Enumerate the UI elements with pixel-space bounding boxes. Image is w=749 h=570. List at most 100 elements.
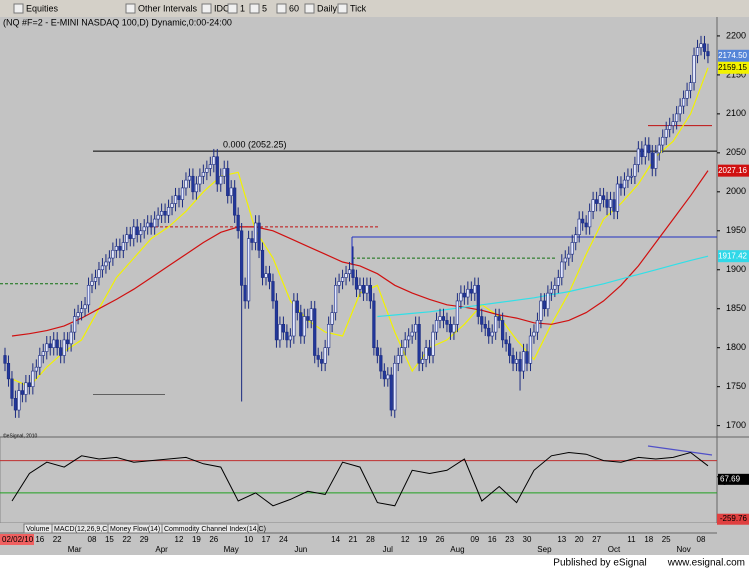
toolbar-icon[interactable] (125, 3, 136, 14)
candle-body (407, 335, 411, 341)
candle-body (657, 144, 661, 154)
candle-body (480, 316, 484, 325)
x-tick-label: 28 (366, 535, 375, 544)
candle-body (76, 312, 80, 317)
candle-body (441, 316, 446, 321)
toolbar-icon[interactable] (201, 3, 212, 14)
candle-body (688, 82, 693, 91)
candle-body (260, 249, 265, 278)
level-label: 0.000 (2052.25) (223, 139, 287, 149)
candle-body (10, 378, 14, 399)
candle-body (327, 324, 331, 349)
candle-body (90, 281, 94, 286)
candle-body (139, 230, 143, 235)
candle-body (466, 288, 470, 298)
candle-body (212, 156, 216, 165)
toolbar-item[interactable]: Equities (26, 3, 59, 13)
candle-body (427, 347, 432, 356)
indicator-tab-label[interactable]: MACD(12,26,9,C) (54, 526, 110, 533)
candle-body (702, 43, 707, 52)
candle-body (240, 230, 244, 286)
candle-body (233, 187, 237, 216)
price-label: 1917.42 (718, 251, 747, 260)
candle-body (184, 179, 188, 189)
candle-body (654, 152, 658, 169)
toolbar-icon[interactable] (13, 3, 24, 14)
x-tick-label: 16 (488, 535, 497, 544)
chart-title: (NQ #F=2 - E-MINI NASDAQ 100,D) Dynamic,… (3, 17, 232, 27)
toolbar-item[interactable]: 60 (289, 3, 299, 13)
x-tick-label: 09 (470, 535, 479, 544)
candle-body (668, 125, 672, 130)
indicator-tab-label[interactable]: Commodity Channel Index(14,C) (164, 526, 266, 533)
candle-body (556, 277, 560, 286)
x-month-label: May (224, 545, 239, 554)
candle-body (389, 374, 393, 411)
toolbar-item[interactable]: 5 (262, 3, 267, 13)
candle-body (83, 304, 87, 310)
candle-body (368, 285, 373, 302)
toolbar-item[interactable]: Tick (350, 3, 367, 13)
toolbar-icon[interactable] (276, 3, 287, 14)
candle-body (574, 234, 578, 243)
candle-body (93, 277, 98, 282)
x-tick-label: 19 (418, 535, 427, 544)
indicator-tab-label[interactable]: Volume (26, 526, 49, 533)
candle-body (601, 195, 606, 200)
candle-body (594, 199, 599, 204)
candle-body (452, 324, 456, 333)
x-month-label: Apr (155, 545, 168, 554)
toolbar-item[interactable]: Daily (317, 3, 338, 13)
candle-body (542, 300, 546, 310)
price-pane (0, 17, 717, 437)
candle-body (180, 187, 185, 200)
x-month-label: Jul (383, 545, 393, 554)
toolbar-icon[interactable] (337, 3, 348, 14)
candle-body (34, 366, 38, 372)
candle-body (567, 253, 571, 259)
candle-body (393, 362, 397, 411)
x-month-label: Jun (294, 545, 307, 554)
indicator-tab[interactable] (161, 523, 259, 534)
indicator-tab-label[interactable]: Money Flow(14) (110, 526, 160, 533)
y-tick-label: 1750 (726, 381, 746, 391)
candle-body (626, 175, 630, 181)
candle-body (69, 331, 73, 345)
candle-body (333, 285, 338, 313)
candle-body (13, 398, 18, 411)
candle-body (17, 390, 21, 411)
toolbar-item[interactable]: 1 (240, 3, 245, 13)
toolbar-item[interactable]: IDC (214, 3, 230, 13)
x-tick-label: 20 (575, 535, 584, 544)
cci-min-box (717, 513, 749, 525)
candle-body (608, 199, 613, 208)
candle-body (379, 355, 383, 372)
candle-body (417, 324, 421, 364)
candle-body (187, 175, 192, 181)
candle-body (281, 324, 286, 333)
price-label: 2027.16 (718, 166, 747, 175)
candle-body (278, 324, 282, 341)
candle-body (163, 211, 167, 216)
candle-body (434, 320, 439, 333)
toolbar-icon[interactable] (227, 3, 238, 14)
candle-body (612, 199, 616, 212)
candle-body (396, 355, 400, 364)
toolbar-icon[interactable] (249, 3, 260, 14)
candle-body (100, 265, 105, 271)
x-month-label: Nov (676, 545, 690, 554)
candle-body (560, 261, 564, 278)
candle-body (588, 211, 592, 228)
candle-body (59, 347, 63, 356)
x-tick-label: 22 (53, 535, 62, 544)
x-tick-label: 30 (523, 535, 532, 544)
toolbar-item[interactable]: Other Intervals (138, 3, 198, 13)
x-tick-label: 26 (209, 535, 218, 544)
candle-body (114, 246, 118, 251)
toolbar-icon[interactable] (304, 3, 315, 14)
price-label-box (718, 164, 749, 177)
candle-body (549, 288, 553, 294)
candle-body (288, 335, 292, 341)
cci-last-label: 67.69 (720, 474, 741, 483)
